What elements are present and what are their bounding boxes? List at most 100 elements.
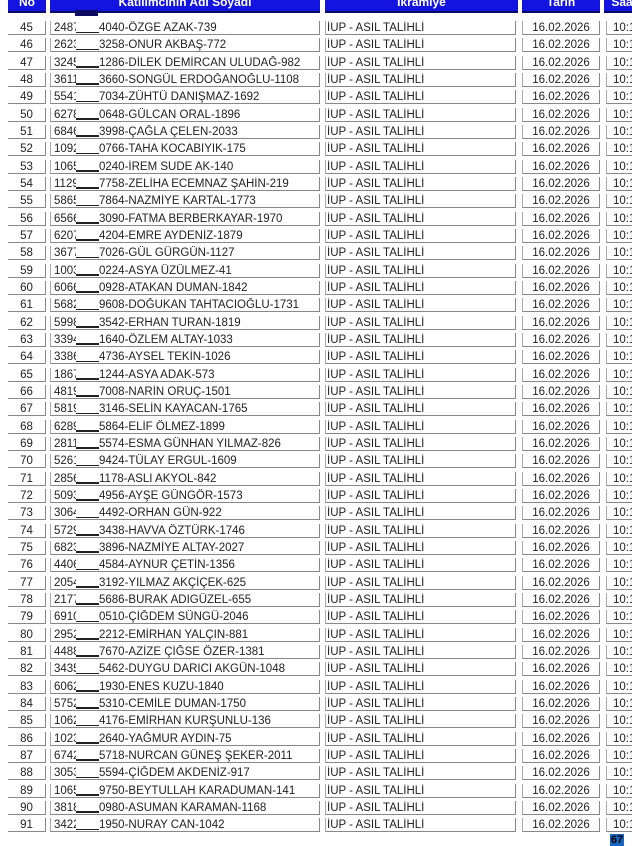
table-row: 72 5093 4956-AYŞE GÜNGÖR-1573 İUP - ASIL TA…: [0, 488, 632, 505]
time-cell: 10:15: [606, 384, 632, 399]
table-row: 73 3064 4492-ORHAN GÜN-922 İUP - ASIL TALİH…: [0, 505, 632, 522]
time-cell: 10:17: [606, 644, 632, 659]
ikramiye-cell: İUP - ASIL TALİHLİ: [325, 610, 516, 625]
participant-name-text: 3146-SELİN KAYACAN-1765: [99, 403, 248, 416]
participant-name: 1065 0240-İREM SUDE AK-140: [50, 159, 320, 174]
redaction-mark: [76, 419, 99, 433]
date-cell: 16.02.2026: [522, 107, 600, 122]
row-number: 56: [8, 211, 46, 226]
participant-name: 1062 4176-EMİRHAN KURŞUNLU-136: [50, 714, 320, 729]
row-number: 75: [8, 540, 46, 555]
row-number: 46: [8, 38, 46, 53]
table-row: 70 5261 9424-TÜLAY ERGUL-1609 İUP - ASIL TA…: [0, 453, 632, 470]
participant-id-prefix: 3422: [54, 819, 80, 832]
time-cell: 10:19: [606, 800, 632, 815]
participant-name-text: 3090-FATMA BERBERKAYAR-1970: [99, 212, 283, 225]
redaction-mark: [76, 72, 99, 86]
ikramiye-cell: İUP - ASIL TALİHLİ: [325, 454, 516, 469]
participant-name: 3611 3660-SONGÜL ERDOĞANOĞLU-1108: [50, 72, 320, 87]
participant-name-text: 9608-DOĞUKAN TAHTACIOĞLU-1731: [99, 299, 300, 312]
table-row: 75 6823 3896-NAZMİYE ALTAY-2027 İUP - ASIL …: [0, 540, 632, 557]
participant-name-text: 4956-AYŞE GÜNGÖR-1573: [99, 489, 243, 502]
table-row: 69 2811 5574-ESMA GÜNHAN YILMAZ-826 İUP - A…: [0, 436, 632, 453]
table-row: 87 6742 5718-NURCAN GÜNEŞ ŞEKER-2011 İUP - …: [0, 748, 632, 765]
date-cell: 16.02.2026: [522, 575, 600, 590]
row-number: 49: [8, 90, 46, 105]
date-cell: 16.02.2026: [522, 159, 600, 174]
table-row: 80 2952 2212-EMİRHAN YALÇIN-881 İUP - ASIL …: [0, 627, 632, 644]
table-row: 64 3386 4736-AYSEL TEKİN-1026 İUP - ASIL TA…: [0, 349, 632, 366]
participant-name: 6207 4204-EMRE AYDENİZ-1879: [50, 228, 320, 243]
participant-name: 3053 5594-ÇİĞDEM AKDENİZ-917: [50, 766, 320, 781]
header-name: Katılımcının Adı Soyadı: [50, 0, 320, 13]
row-number: 55: [8, 194, 46, 209]
participant-id-prefix: 3435: [54, 663, 80, 676]
table-row: 82 3435 5462-DUYGU DARICI AKGÜN-1048 İUP - …: [0, 661, 632, 678]
participant-id-prefix: 3611: [54, 73, 79, 86]
redaction-mark: [76, 350, 99, 364]
participant-id-prefix: 3394: [54, 333, 80, 346]
participant-id-prefix: 5819: [54, 403, 80, 416]
redaction-mark: [76, 592, 99, 606]
time-cell: 10:13: [606, 263, 632, 278]
time-cell: 10:16: [606, 523, 632, 538]
redaction-mark: [76, 783, 99, 797]
participant-id-prefix: 2623: [54, 39, 80, 52]
redaction-mark: [76, 627, 99, 641]
time-cell: 10:14: [606, 315, 632, 330]
participant-id-prefix: 1092: [54, 143, 80, 156]
ikramiye-cell: İUP - ASIL TALİHLİ: [325, 107, 516, 122]
participant-name: 5865 7864-NAZMİYE KARTAL-1773: [50, 194, 320, 209]
ikramiye-cell: İUP - ASIL TALİHLİ: [325, 72, 516, 87]
participant-name: 3386 4736-AYSEL TEKİN-1026: [50, 350, 320, 365]
row-number: 81: [8, 644, 46, 659]
time-cell: 10:16: [606, 488, 632, 503]
ikramiye-cell: İUP - ASIL TALİHLİ: [325, 350, 516, 365]
participant-id-prefix: 3677: [54, 247, 80, 260]
ikramiye-cell: İUP - ASIL TALİHLİ: [325, 644, 516, 659]
date-cell: 16.02.2026: [522, 72, 600, 87]
table-row: 86 1023 2640-YAĞMUR AYDIN-75 İUP - ASIL TAL…: [0, 731, 632, 748]
date-cell: 16.02.2026: [522, 367, 600, 382]
redaction-mark: [76, 800, 99, 814]
redaction-mark: [76, 471, 99, 485]
participant-name-text: 5718-NURCAN GÜNEŞ ŞEKER-2011: [99, 749, 293, 762]
time-cell: 10:14: [606, 280, 632, 295]
row-number: 51: [8, 124, 46, 139]
table-row: 83 6062 1930-ENES KUZU-1840 İUP - ASIL TALİ…: [0, 679, 632, 696]
header-ikramiye: İkramiye: [325, 0, 518, 13]
participant-name: 3677 7026-GÜL GÜRGÜN-1127: [50, 246, 320, 261]
participant-id-prefix: 1065: [54, 160, 80, 173]
redaction-mark: [76, 211, 99, 225]
participant-name-text: 0510-ÇİĞDEM SÜNGÜ-2046: [99, 611, 249, 624]
time-cell: 10:11: [606, 55, 632, 70]
ikramiye-cell: İUP - ASIL TALİHLİ: [325, 194, 516, 209]
time-cell: 10:12: [606, 72, 632, 87]
redaction-mark: [76, 558, 99, 572]
row-number: 72: [8, 488, 46, 503]
table-row: 68 6289 5864-ELİF ÖLMEZ-1899 İUP - ASIL TAL…: [0, 419, 632, 436]
time-cell: 10:13: [606, 246, 632, 261]
participant-name: 2952 2212-EMİRHAN YALÇIN-881: [50, 627, 320, 642]
redaction-mark: [76, 142, 99, 156]
participant-name: 6742 5718-NURCAN GÜNEŞ ŞEKER-2011: [50, 748, 320, 763]
header-no: No: [8, 0, 46, 13]
ikramiye-cell: İUP - ASIL TALİHLİ: [325, 575, 516, 590]
participant-name: 5998 3542-ERHAN TURAN-1819: [50, 315, 320, 330]
redaction-mark: [76, 454, 99, 468]
ikramiye-cell: İUP - ASIL TALİHLİ: [325, 540, 516, 555]
ikramiye-cell: İUP - ASIL TALİHLİ: [325, 766, 516, 781]
table-row: 78 2177 5686-BURAK ADIGÜZEL-655 İUP - ASIL …: [0, 592, 632, 609]
table-row: 49 5541 7034-ZÜHTÜ DANIŞMAZ-1692 İUP - ASIL…: [0, 89, 632, 106]
ikramiye-cell: İUP - ASIL TALİHLİ: [325, 748, 516, 763]
redaction-mark: [76, 662, 99, 676]
ikramiye-cell: İUP - ASIL TALİHLİ: [325, 367, 516, 382]
participant-name: 5819 3146-SELİN KAYACAN-1765: [50, 402, 320, 417]
participant-name-text: 3438-HAVVA ÖZTÜRK-1746: [99, 524, 245, 537]
date-cell: 16.02.2026: [522, 315, 600, 330]
time-cell: 10:11: [606, 21, 632, 35]
participant-name: 2856 1178-ASLI AKYOL-842: [50, 471, 320, 486]
participant-name-text: 5864-ELİF ÖLMEZ-1899: [99, 420, 225, 433]
participant-id-prefix: 5541: [54, 91, 80, 104]
ikramiye-cell: İUP - ASIL TALİHLİ: [325, 402, 516, 417]
